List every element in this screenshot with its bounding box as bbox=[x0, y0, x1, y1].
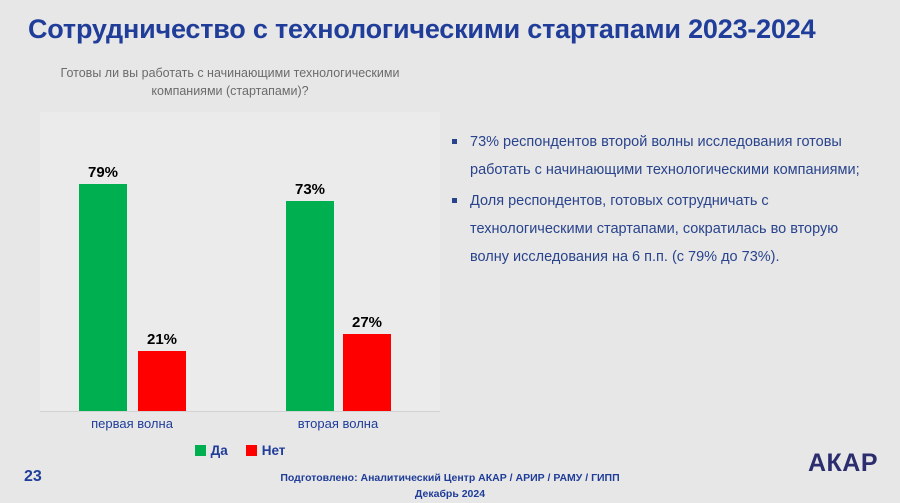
list-item: 73% респондентов второй волны исследован… bbox=[452, 128, 878, 185]
page-title: Сотрудничество с технологическими старта… bbox=[28, 14, 816, 44]
insights-panel: 73% респондентов второй волны исследован… bbox=[452, 128, 878, 273]
footer-credit-text: Подготовлено: Аналитический Центр АКАР /… bbox=[280, 472, 620, 484]
bullet-square-icon bbox=[452, 139, 457, 144]
bar-wave2-no bbox=[343, 333, 391, 412]
bar-wave1-no bbox=[138, 351, 186, 412]
akar-logo: АКАР bbox=[807, 449, 878, 477]
bar-value-wave2-yes: 73% bbox=[294, 181, 326, 199]
page-number: 23 bbox=[24, 468, 42, 485]
legend-swatch-red-icon bbox=[245, 445, 257, 456]
legend-item-no[interactable]: Нет bbox=[245, 443, 286, 458]
legend-label-no: Нет bbox=[261, 443, 286, 458]
bar-value-wave2-no: 27% bbox=[351, 313, 383, 331]
chart-question-label: Готовы ли вы работать с начинающими техн… bbox=[60, 66, 400, 99]
bar-wave1-yes bbox=[79, 183, 127, 412]
insight-text-2: Доля респондентов, готовых сотрудничать … bbox=[470, 192, 839, 266]
legend-item-yes[interactable]: Да bbox=[194, 443, 228, 458]
chart-plot-region: 79% 21% 73% 27% bbox=[40, 112, 440, 412]
bar-value-wave1-no: 21% bbox=[146, 331, 178, 349]
bullet-square-icon bbox=[452, 197, 457, 203]
footer-date: Декабрь 2024 bbox=[414, 488, 486, 501]
axis-baseline bbox=[40, 411, 440, 412]
list-item: Доля респондентов, готовых сотрудничать … bbox=[452, 187, 878, 272]
insight-text-1: 73% респондентов второй волны исследован… bbox=[470, 134, 860, 179]
bar-value-wave1-yes: 79% bbox=[87, 163, 119, 181]
footer-credit: Подготовлено: Аналитический Центр АКАР /… bbox=[0, 470, 900, 503]
category-label-wave2: вторая волна bbox=[297, 416, 379, 431]
category-label-wave1: первая волна bbox=[91, 416, 173, 431]
chart-legend: Да Нет bbox=[40, 443, 440, 458]
legend-swatch-green-icon bbox=[194, 445, 206, 456]
bar-chart: 79% 21% 73% 27% bbox=[40, 112, 440, 412]
bar-wave2-yes bbox=[286, 201, 334, 412]
legend-label-yes: Да bbox=[210, 443, 228, 458]
